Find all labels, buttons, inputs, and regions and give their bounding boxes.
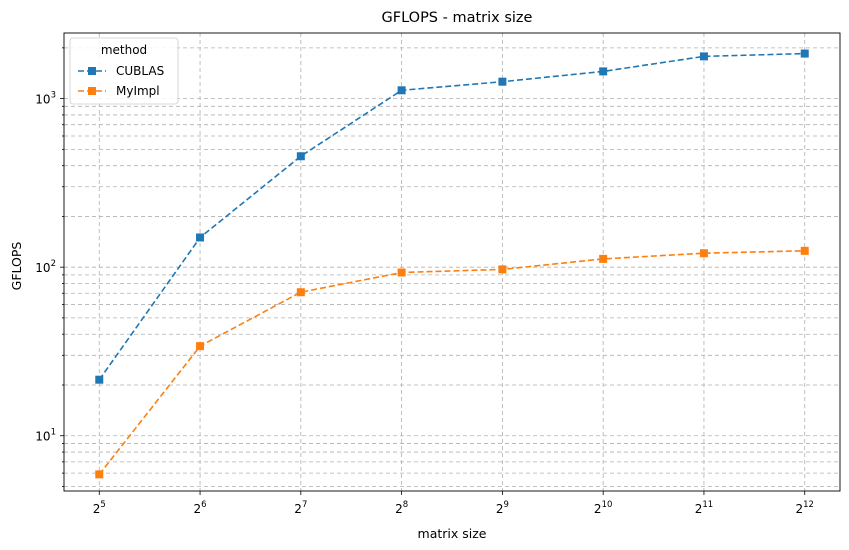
data-point-myimpl <box>800 246 809 255</box>
data-point-cublas <box>296 152 305 161</box>
x-tick-label: 28 <box>395 500 408 516</box>
legend-marker-myimpl <box>88 87 96 95</box>
data-point-cublas <box>397 86 406 95</box>
data-point-myimpl <box>699 249 708 258</box>
x-tick-label: 25 <box>93 500 106 516</box>
plot-frame <box>63 32 841 492</box>
x-axis-label: matrix size <box>418 526 487 541</box>
plot-area: 25 26 27 28 29 210 211 212 101 102 103 method CUBLAS… <box>35 32 841 516</box>
data-point-cublas <box>498 77 507 86</box>
data-point-cublas <box>95 375 104 384</box>
y-axis-label: GFLOPS <box>9 242 24 291</box>
data-point-myimpl <box>599 254 608 263</box>
data-point-myimpl <box>296 288 305 297</box>
data-point-myimpl <box>196 342 205 351</box>
x-tick-label: 29 <box>496 500 509 516</box>
x-tick-label: 211 <box>695 500 713 516</box>
legend-box <box>69 37 179 105</box>
data-point-myimpl <box>397 268 406 277</box>
legend-marker-cublas <box>88 67 96 75</box>
x-tick-label: 210 <box>594 500 612 516</box>
y-tick-label: 101 <box>35 428 56 444</box>
y-tick-label: 103 <box>35 91 56 107</box>
data-point-cublas <box>699 52 708 61</box>
legend: method CUBLAS MyImpl <box>69 37 179 105</box>
data-point-cublas <box>196 233 205 242</box>
series-line-myimpl <box>98 250 805 475</box>
y-tick-label: 102 <box>35 259 56 275</box>
legend-title: method <box>101 43 147 57</box>
data-point-cublas <box>599 67 608 76</box>
x-tick-label: 26 <box>194 500 207 516</box>
series-line-cublas <box>98 52 805 381</box>
data-point-myimpl <box>95 470 104 479</box>
chart-title: GFLOPS - matrix size <box>382 10 533 26</box>
legend-label-cublas: CUBLAS <box>116 64 164 78</box>
x-tick-label: 27 <box>294 500 307 516</box>
legend-label-myimpl: MyImpl <box>116 84 160 98</box>
data-point-myimpl <box>498 265 507 274</box>
x-tick-label: 212 <box>795 500 813 516</box>
data-point-cublas <box>800 49 809 58</box>
